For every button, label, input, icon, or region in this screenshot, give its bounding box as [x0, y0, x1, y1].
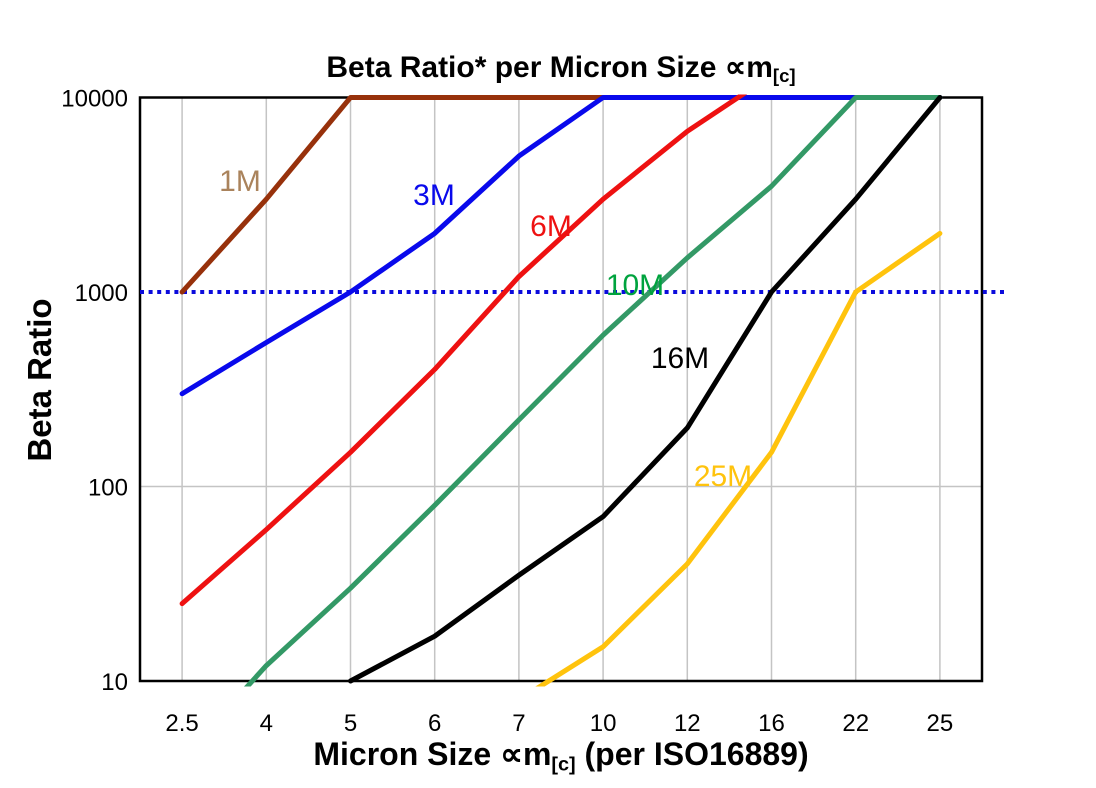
y-tick-label: 10000	[61, 86, 128, 113]
series-label-10M: 10M	[606, 269, 664, 302]
series-label-25M: 25M	[694, 460, 752, 493]
series-line-16M	[348, 95, 943, 684]
chart-title-subscript: [c]	[772, 65, 796, 87]
series-label-16M: 16M	[651, 342, 709, 375]
x-tick-label: 6	[428, 710, 441, 737]
x-tick-label: 16	[758, 710, 785, 737]
x-tick-label: 25	[927, 710, 954, 737]
x-tick-label: 4	[260, 710, 273, 737]
x-tick-label: 7	[512, 710, 525, 737]
x-axis-title: Micron Size ∝m[c] (per ISO16889)	[140, 735, 982, 777]
x-tick-label: 12	[674, 710, 701, 737]
x-tick-label: 10	[590, 710, 617, 737]
series-line-25M	[535, 230, 943, 687]
series-line-6M	[179, 94, 748, 607]
chart-title-text: Beta Ratio* per Micron Size ∝m	[326, 51, 773, 84]
x-axis-title-subscript: [c]	[551, 753, 576, 776]
chart-title: Beta Ratio* per Micron Size ∝m[c]	[140, 50, 982, 87]
series-line-10M	[243, 95, 943, 687]
x-tick-label: 2.5	[165, 710, 198, 737]
y-tick-label: 1000	[75, 280, 128, 307]
x-axis-title-text: Micron Size ∝m	[313, 736, 552, 772]
x-tick-label: 5	[344, 710, 357, 737]
x-axis-title-suffix: (per ISO16889)	[575, 736, 809, 772]
series-label-1M: 1M	[219, 165, 261, 198]
series-label-3M: 3M	[413, 179, 455, 212]
series-label-6M: 6M	[530, 210, 572, 243]
x-tick-label: 22	[842, 710, 869, 737]
y-tick-label: 10	[101, 669, 128, 696]
series-line-3M	[179, 95, 943, 397]
y-tick-label: 100	[88, 475, 128, 502]
